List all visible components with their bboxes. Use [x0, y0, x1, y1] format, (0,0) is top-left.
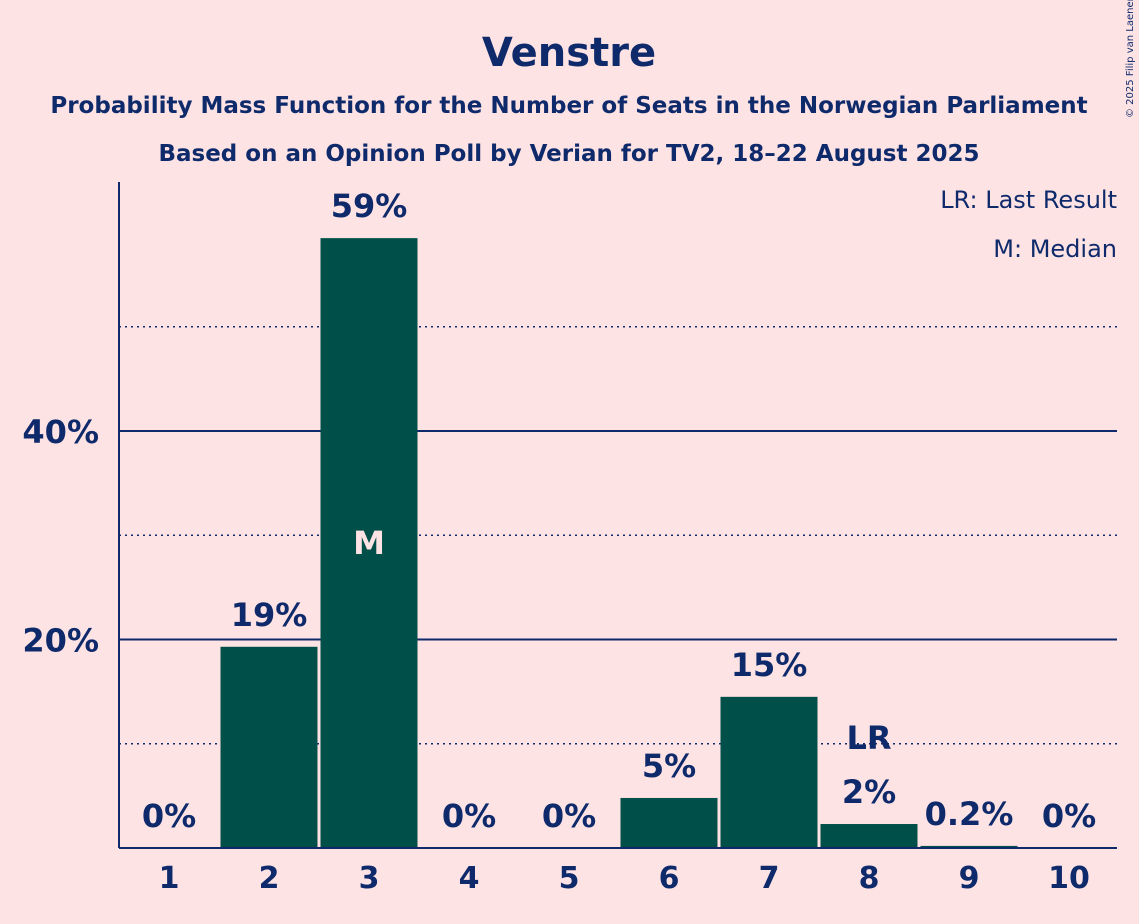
- data-label-10: 0%: [1042, 797, 1096, 835]
- bar-9: [920, 845, 1018, 848]
- x-tick-label-4: 4: [459, 861, 480, 896]
- chart-subtitle-poll: Based on an Opinion Poll by Verian for T…: [158, 141, 979, 167]
- chart-subtitle: Probability Mass Function for the Number…: [50, 93, 1087, 119]
- data-label-7: 15%: [731, 646, 808, 684]
- bar-8: [820, 824, 918, 848]
- gridlines: 20% 40%: [22, 326, 1117, 745]
- data-label-1: 0%: [142, 797, 196, 835]
- bar-7: [720, 696, 818, 848]
- axes: [118, 182, 1117, 849]
- data-labels: 0% 1 19% 2 59% 3 M 0% 4 0% 5 5% 6 15% 7 2% 8 LR 0.2% 9 0% 10: [142, 187, 1096, 896]
- bars: [220, 238, 1018, 848]
- copyright-text: © 2025 Filip van Laenen: [1125, 0, 1136, 118]
- x-tick-label-1: 1: [159, 861, 180, 896]
- x-tick-label-3: 3: [359, 861, 380, 896]
- legend-last-result: LR: Last Result: [940, 186, 1117, 214]
- data-label-8: 2%: [842, 773, 896, 811]
- data-label-3: 59%: [331, 187, 408, 225]
- y-tick-label: 40%: [22, 413, 99, 451]
- x-tick-label-10: 10: [1048, 861, 1090, 896]
- bar-6: [620, 797, 718, 848]
- data-label-2: 19%: [231, 596, 308, 634]
- data-label-9: 0.2%: [925, 795, 1014, 833]
- data-label-5: 0%: [542, 797, 596, 835]
- median-marker: M: [353, 524, 385, 562]
- x-tick-label-6: 6: [659, 861, 680, 896]
- chart-title: Venstre: [482, 30, 656, 76]
- last-result-marker: LR: [846, 719, 891, 757]
- legend-median: M: Median: [993, 235, 1117, 263]
- data-label-4: 0%: [442, 797, 496, 835]
- x-tick-label-7: 7: [759, 861, 780, 896]
- data-label-6: 5%: [642, 747, 696, 785]
- x-tick-label-9: 9: [959, 861, 980, 896]
- x-tick-label-2: 2: [259, 861, 280, 896]
- x-tick-label-5: 5: [559, 861, 580, 896]
- x-tick-label-8: 8: [859, 861, 880, 896]
- bar-3: [320, 238, 418, 848]
- bar-2: [220, 646, 318, 848]
- y-tick-label: 20%: [22, 622, 99, 660]
